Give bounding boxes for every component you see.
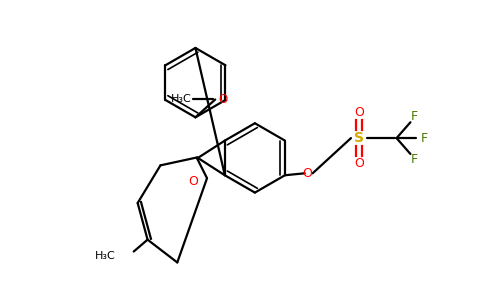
Text: F: F <box>411 153 418 167</box>
Text: O: O <box>354 158 364 170</box>
Text: O: O <box>354 106 364 119</box>
Text: O: O <box>188 175 198 188</box>
Text: S: S <box>354 131 364 145</box>
Text: O: O <box>218 93 227 106</box>
Text: F: F <box>411 110 418 123</box>
Text: F: F <box>421 132 428 145</box>
Text: H₃C: H₃C <box>95 250 116 260</box>
Text: H₃C: H₃C <box>171 94 192 104</box>
Text: O: O <box>302 167 312 180</box>
